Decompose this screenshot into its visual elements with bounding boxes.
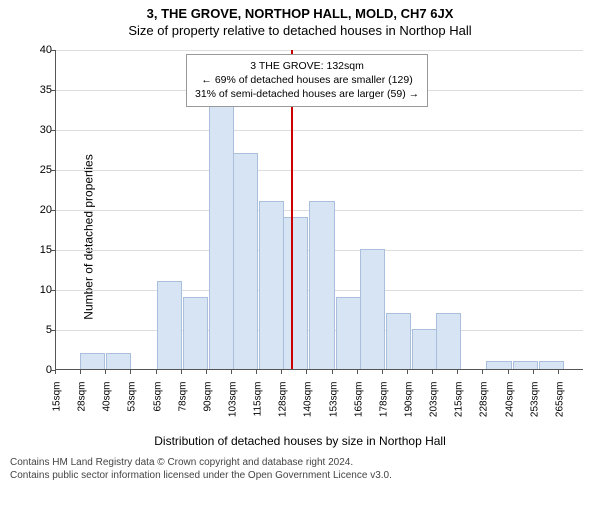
x-tick-label: 178sqm [378,382,389,432]
y-tick-label: 30 [34,124,52,136]
y-tick-mark [51,90,55,91]
x-tick-mark [130,370,131,374]
histogram-bar [157,281,182,369]
histogram-bar [412,329,437,369]
histogram-bar [80,353,105,369]
x-tick-label: 240sqm [504,382,515,432]
x-tick-mark [206,370,207,374]
x-tick-mark [457,370,458,374]
y-tick-mark [51,170,55,171]
x-tick-label: 28sqm [77,382,88,432]
x-axis-label: Distribution of detached houses by size … [0,434,600,448]
histogram-bar [309,201,334,369]
x-tick-mark [382,370,383,374]
x-tick-label: 165sqm [353,382,364,432]
y-tick-mark [51,50,55,51]
footer-line: Contains HM Land Registry data © Crown c… [10,456,590,469]
x-tick-label: 153sqm [328,382,339,432]
chart-container: Number of detached properties 3 THE GROV… [0,42,600,432]
x-tick-mark [533,370,534,374]
x-tick-mark [306,370,307,374]
annotation-line: ← 69% of detached houses are smaller (12… [195,73,419,87]
x-tick-mark [558,370,559,374]
x-tick-label: 203sqm [429,382,440,432]
histogram-bar [106,353,131,369]
x-tick-mark [55,370,56,374]
x-tick-mark [156,370,157,374]
page-subtitle: Size of property relative to detached ho… [0,23,600,38]
gridline [56,130,583,131]
x-tick-label: 78sqm [177,382,188,432]
histogram-bar [209,105,234,369]
x-tick-label: 265sqm [554,382,565,432]
histogram-bar [360,249,385,369]
x-tick-label: 103sqm [228,382,239,432]
y-tick-label: 10 [34,284,52,296]
histogram-bar [539,361,564,369]
x-tick-mark [80,370,81,374]
y-tick-mark [51,210,55,211]
x-tick-mark [432,370,433,374]
gridline [56,50,583,51]
x-tick-label: 115sqm [253,382,264,432]
x-tick-mark [357,370,358,374]
x-tick-label: 65sqm [152,382,163,432]
x-tick-label: 90sqm [202,382,213,432]
annotation-box: 3 THE GROVE: 132sqm← 69% of detached hou… [186,54,428,107]
x-tick-mark [281,370,282,374]
y-tick-mark [51,250,55,251]
x-tick-mark [332,370,333,374]
histogram-bar [283,217,308,369]
y-tick-label: 5 [34,324,52,336]
y-tick-label: 25 [34,164,52,176]
x-tick-label: 228sqm [479,382,490,432]
y-tick-mark [51,290,55,291]
x-tick-label: 253sqm [529,382,540,432]
x-tick-label: 140sqm [303,382,314,432]
histogram-bar [233,153,258,369]
x-tick-label: 53sqm [127,382,138,432]
x-tick-mark [256,370,257,374]
x-tick-label: 215sqm [454,382,465,432]
x-tick-mark [482,370,483,374]
histogram-bar [183,297,208,369]
x-tick-label: 190sqm [404,382,415,432]
footer-line: Contains public sector information licen… [10,469,590,482]
x-tick-mark [407,370,408,374]
y-tick-mark [51,330,55,331]
y-tick-label: 35 [34,84,52,96]
annotation-line: 3 THE GROVE: 132sqm [195,59,419,73]
histogram-bar [436,313,461,369]
y-tick-label: 20 [34,204,52,216]
histogram-bar [336,297,361,369]
page-title: 3, THE GROVE, NORTHOP HALL, MOLD, CH7 6J… [0,6,600,21]
x-tick-mark [508,370,509,374]
y-tick-label: 40 [34,44,52,56]
x-tick-label: 15sqm [52,382,63,432]
x-tick-mark [105,370,106,374]
histogram-bar [486,361,511,369]
histogram-bar [259,201,284,369]
gridline [56,170,583,171]
plot-area: 3 THE GROVE: 132sqm← 69% of detached hou… [55,50,583,370]
histogram-bar [386,313,411,369]
x-tick-mark [231,370,232,374]
y-tick-label: 0 [34,364,52,376]
x-tick-mark [181,370,182,374]
annotation-line: 31% of semi-detached houses are larger (… [195,87,419,101]
x-tick-label: 40sqm [102,382,113,432]
x-tick-label: 128sqm [278,382,289,432]
footer-attribution: Contains HM Land Registry data © Crown c… [10,456,590,482]
y-tick-label: 15 [34,244,52,256]
y-tick-mark [51,130,55,131]
histogram-bar [513,361,538,369]
